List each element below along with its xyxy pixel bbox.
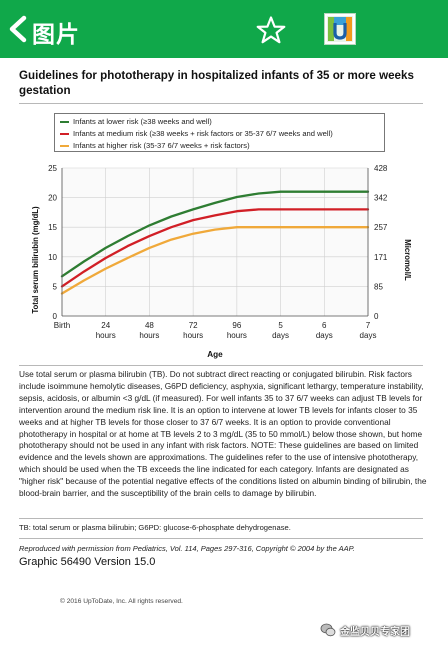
y-tick-label: 5	[53, 282, 58, 291]
y2-tick-label: 428	[374, 164, 388, 173]
legend-label: Infants at higher risk (35-37 6/7 weeks …	[73, 141, 250, 150]
x-tick-sublabel: days	[316, 331, 333, 340]
x-tick-sublabel: hours	[183, 331, 203, 340]
y2-tick-label: 342	[374, 194, 388, 203]
x-axis-label: Age	[207, 350, 223, 359]
x-tick-label: Birth	[54, 321, 70, 330]
y-axis-label: Total serum bilirubin (mg/dL)	[31, 206, 40, 314]
x-tick-label: 6	[322, 321, 327, 330]
x-tick-label: 72	[189, 321, 198, 330]
y-tick-label: 15	[48, 223, 57, 232]
watermark-text: 金监贝贝专家团	[340, 626, 410, 638]
x-tick-sublabel: hours	[96, 331, 116, 340]
graphic-title: Guidelines for phototherapy in hospitali…	[19, 69, 414, 97]
graphic-version: Graphic 56490 Version 15.0	[19, 556, 156, 568]
legend-entry: Infants at lower risk (≥38 weeks and wel…	[60, 117, 212, 128]
chevron-left-icon[interactable]	[6, 14, 30, 44]
y2-tick-label: 171	[374, 253, 388, 262]
footnote-divider	[19, 538, 423, 539]
copyright-notice: © 2016 UpToDate, Inc. All rights reserve…	[60, 598, 183, 605]
legend-label: Infants at medium risk (≥38 weeks + risk…	[73, 129, 333, 138]
y2-axis-label: Micromol/L	[403, 239, 412, 281]
chart-divider	[19, 365, 423, 366]
x-tick-label: 5	[278, 321, 283, 330]
x-tick-sublabel: hours	[227, 331, 247, 340]
notes-divider	[19, 518, 423, 519]
wechat-icon	[320, 623, 336, 637]
series-line-0	[60, 190, 370, 278]
star-outline-icon[interactable]	[256, 16, 286, 44]
x-tick-label: 24	[101, 321, 110, 330]
legend-swatch	[60, 121, 69, 123]
y-tick-label: 0	[53, 312, 58, 321]
x-tick-sublabel: days	[360, 331, 377, 340]
watermark: 金监贝贝专家团	[320, 621, 410, 639]
y-tick-label: 25	[48, 164, 57, 173]
x-tick-label: 7	[366, 321, 371, 330]
plot-area	[62, 168, 368, 316]
chart-legend: Infants at lower risk (≥38 weeks and wel…	[54, 113, 385, 152]
reproduction-notice: Reproduced with permission from Pediatri…	[19, 544, 355, 553]
y2-tick-label: 257	[374, 223, 388, 232]
guideline-notes: Use total serum or plasma bilirubin (TB)…	[19, 369, 427, 499]
title-divider	[19, 103, 423, 104]
y-tick-label: 10	[48, 253, 57, 262]
x-tick-sublabel: hours	[139, 331, 159, 340]
uptodate-logo-icon[interactable]	[324, 13, 356, 45]
x-tick-label: 96	[232, 321, 241, 330]
x-tick-sublabel: days	[272, 331, 289, 340]
y-tick-label: 20	[48, 194, 57, 203]
x-tick-label: 48	[145, 321, 154, 330]
abbreviations-footnote: TB: total serum or plasma bilirubin; G6P…	[19, 523, 291, 532]
legend-swatch	[60, 145, 69, 147]
y2-tick-label: 0	[374, 312, 379, 321]
legend-entry: Infants at medium risk (≥38 weeks + risk…	[60, 129, 333, 140]
legend-swatch	[60, 133, 69, 135]
page-title: 图片	[32, 21, 80, 47]
series-line-1	[60, 208, 370, 288]
series-line-2	[60, 226, 370, 295]
legend-label: Infants at lower risk (≥38 weeks and wel…	[73, 117, 212, 126]
app-bar: 图片	[0, 0, 448, 58]
y2-tick-label: 85	[374, 282, 383, 291]
document-content[interactable]: Guidelines for phototherapy in hospitali…	[0, 58, 448, 646]
legend-entry: Infants at higher risk (35-37 6/7 weeks …	[60, 141, 250, 152]
